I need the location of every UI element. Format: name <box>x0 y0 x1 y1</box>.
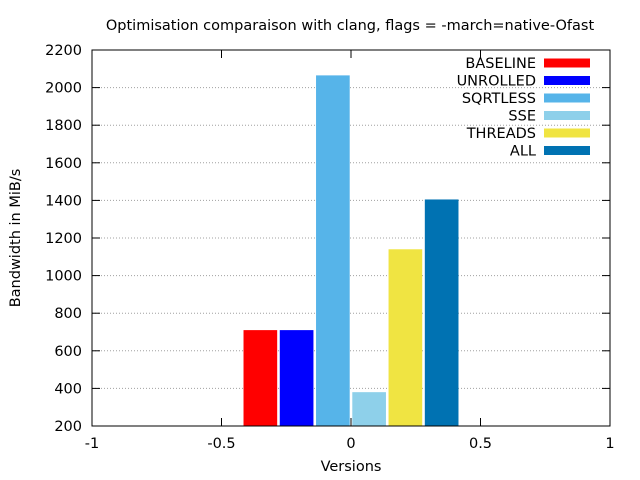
y-tick-label: 2000 <box>45 81 82 97</box>
legend-swatch-sse <box>544 111 590 120</box>
legend-label-baseline: BASELINE <box>465 56 536 72</box>
bars <box>243 75 459 426</box>
bar-unrolled <box>279 330 314 426</box>
legend-swatch-sqrtless <box>544 93 590 103</box>
bar-baseline <box>243 330 278 426</box>
bar-sse <box>352 392 386 426</box>
legend-label-unrolled: UNROLLED <box>457 74 536 90</box>
legend-swatch-unrolled <box>544 76 590 85</box>
bar-all <box>424 199 459 426</box>
x-tick-label: 0.5 <box>469 436 492 452</box>
y-tick-label: 800 <box>54 306 82 322</box>
y-tick-label: 1200 <box>45 231 82 247</box>
y-tick-label: 1000 <box>45 269 82 285</box>
legend-swatch-all <box>544 146 590 155</box>
x-tick-label: -0.5 <box>207 436 235 452</box>
bar-threads <box>388 249 423 426</box>
legend-label-threads: THREADS <box>466 126 536 142</box>
x-axis-ticks: -1 -0.5 0 0.5 1 <box>85 50 615 452</box>
y-tick-label: 1800 <box>45 118 82 134</box>
legend-label-all: ALL <box>510 144 536 160</box>
y-tick-label: 1600 <box>45 156 82 172</box>
y-tick-label: 400 <box>54 381 82 397</box>
y-tick-label: 200 <box>54 419 82 435</box>
y-axis-label: Bandwidth in MiB/s <box>8 169 24 308</box>
legend-swatch-threads <box>544 128 590 138</box>
legend-swatch-baseline <box>544 58 590 68</box>
chart-title: Optimisation comparaison with clang, fla… <box>106 18 595 34</box>
bar-sqrtless <box>316 75 350 426</box>
y-tick-label: 2200 <box>45 43 82 59</box>
x-tick-label: 1 <box>605 436 614 452</box>
gridlines <box>92 87 610 389</box>
x-axis-label: Versions <box>321 459 382 475</box>
y-axis-ticks: 200 400 600 800 1000 1200 1400 1600 1800 2000 2200 <box>45 43 610 435</box>
y-tick-label: 1400 <box>45 193 82 209</box>
legend-label-sse: SSE <box>508 109 536 125</box>
legend-label-sqrtless: SQRTLESS <box>462 91 536 107</box>
x-tick-label: -1 <box>85 436 99 452</box>
x-tick-label: 0 <box>346 436 355 452</box>
y-tick-label: 600 <box>54 344 82 360</box>
